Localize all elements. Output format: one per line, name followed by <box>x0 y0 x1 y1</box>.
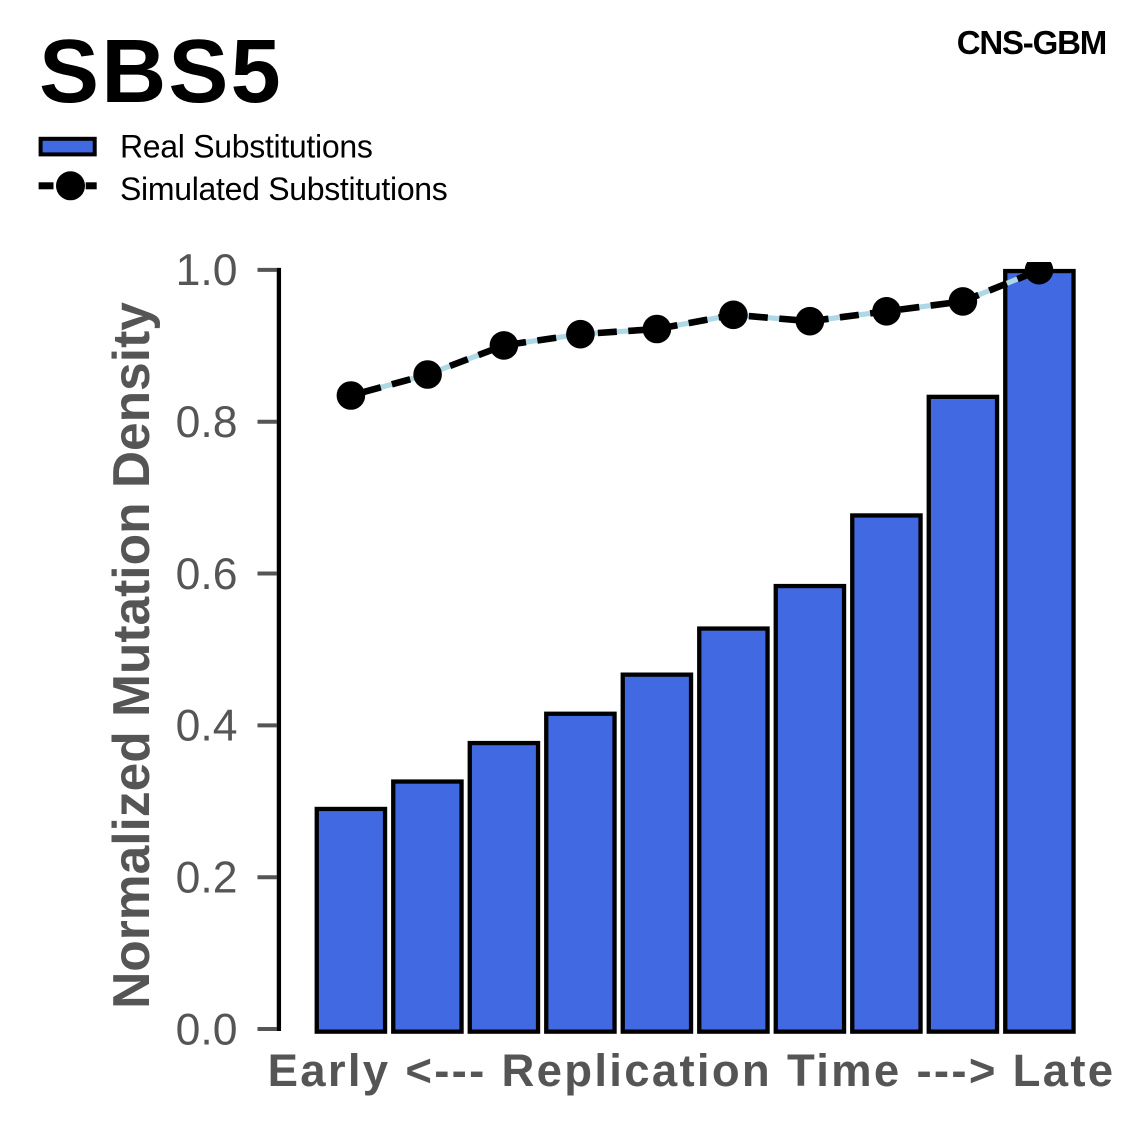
svg-text:1.0: 1.0 <box>176 246 238 295</box>
svg-text:Simulated Substitutions: Simulated Substitutions <box>120 171 448 207</box>
svg-text:0.2: 0.2 <box>176 854 238 903</box>
svg-text:0.0: 0.0 <box>176 1005 238 1054</box>
svg-text:0.8: 0.8 <box>176 398 238 447</box>
svg-text:Real Substitutions: Real Substitutions <box>120 129 373 165</box>
svg-text:Normalized Mutation Density: Normalized Mutation Density <box>102 302 160 1009</box>
svg-text:0.6: 0.6 <box>176 550 238 599</box>
svg-text:Early <--- Replication Time --: Early <--- Replication Time ---> Late <box>268 1045 1116 1096</box>
svg-text:SBS5: SBS5 <box>39 22 283 122</box>
svg-text:0.4: 0.4 <box>176 702 238 751</box>
svg-text:CNS-GBM: CNS-GBM <box>957 24 1106 61</box>
